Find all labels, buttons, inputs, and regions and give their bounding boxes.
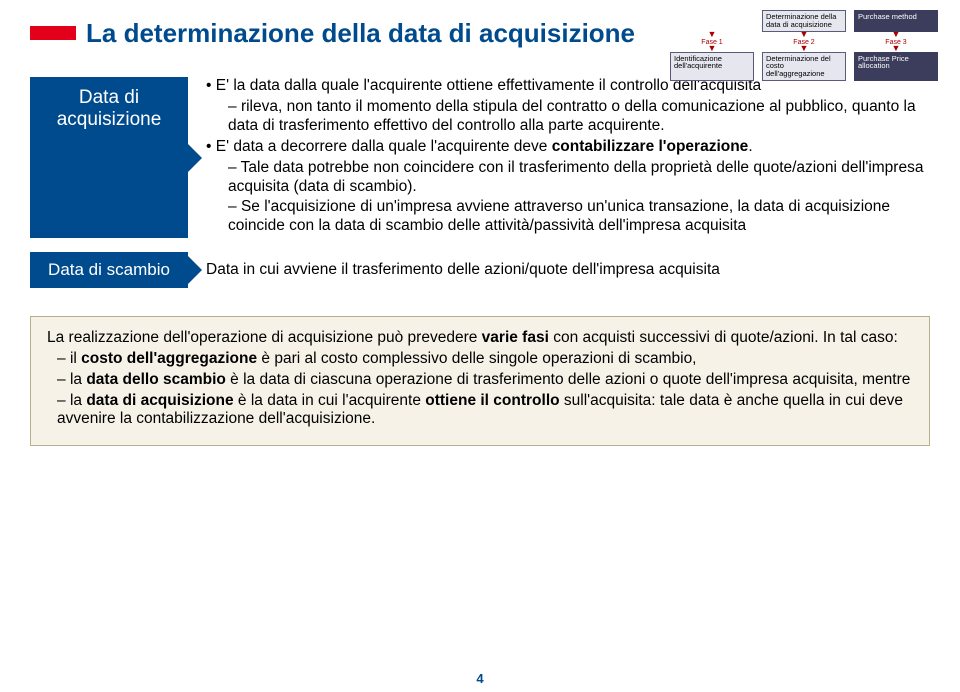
page-title: La determinazione della data di acquisiz… <box>86 18 635 49</box>
phase-diagram: Determinazione della data di acquisizion… <box>633 10 938 81</box>
note-intro: La realizzazione dell'operazione di acqu… <box>47 329 913 348</box>
sub-bullet: Se l'acquisizione di un'impresa avviene … <box>228 198 930 236</box>
page-number: 4 <box>476 671 483 686</box>
diagram-box: Determinazione del costo dell'aggregazio… <box>762 52 846 82</box>
diagram-box: Identificazione dell'acquirente <box>670 52 754 82</box>
accent-block <box>30 26 76 40</box>
label-data-acquisizione: Data di acquisizione <box>30 77 188 238</box>
section-data-acquisizione: E' la data dalla quale l'acquirente otti… <box>206 77 930 238</box>
sub-bullet: rileva, non tanto il momento della stipu… <box>228 98 930 136</box>
sub-bullet: Tale data potrebbe non coincidere con il… <box>228 159 930 197</box>
section-data-scambio: Data in cui avviene il trasferimento del… <box>206 261 930 280</box>
note-box: La realizzazione dell'operazione di acqu… <box>30 316 930 447</box>
note-item: la data dello scambio è la data di ciasc… <box>57 371 913 390</box>
note-item: il costo dell'aggregazione è pari al cos… <box>57 350 913 369</box>
label-data-scambio: Data di scambio <box>30 252 188 288</box>
bullet: E' data a decorrere dalla quale l'acquir… <box>206 138 930 157</box>
note-item: la data di acquisizione è la data in cui… <box>57 392 913 430</box>
diagram-box: Purchase Price allocation <box>854 52 938 82</box>
